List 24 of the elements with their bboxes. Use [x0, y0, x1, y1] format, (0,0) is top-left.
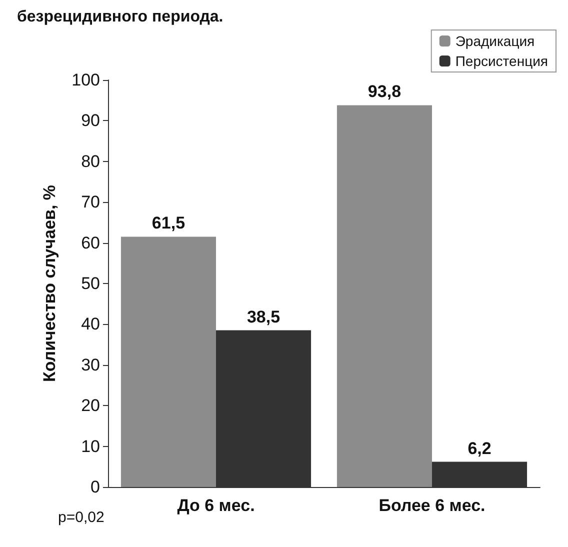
- y-tick-label: 100: [72, 70, 100, 90]
- y-tick-label: 60: [81, 233, 100, 252]
- y-tick-label: 90: [81, 111, 100, 130]
- y-tick-label: 70: [81, 192, 100, 212]
- y-tick-label: 0: [90, 478, 100, 496]
- y-tick-label: 10: [81, 436, 100, 456]
- y-tick-label: 30: [81, 355, 100, 374]
- x-tick-label: До 6 мес.: [177, 496, 255, 515]
- x-tick-label: Более 6 мес.: [378, 496, 486, 515]
- data-label: 38,5: [246, 307, 280, 326]
- y-axis-title: Количество случаев, %: [40, 184, 59, 382]
- bar: [336, 105, 432, 487]
- data-label: 93,8: [368, 82, 402, 102]
- data-label: 6,2: [468, 438, 492, 458]
- legend-label: Персистенция: [455, 53, 548, 69]
- y-tick-label: 80: [81, 152, 100, 171]
- text: p=0,02: [58, 509, 104, 526]
- y-tick-label: 20: [81, 396, 100, 416]
- chart-title: безрецидивного периода.: [17, 8, 224, 26]
- data-label: 61,5: [152, 214, 186, 233]
- bar: [120, 236, 216, 487]
- legend-label: Эрадикация: [455, 33, 535, 49]
- y-tick-label: 50: [81, 274, 100, 293]
- y-tick-label: 40: [81, 314, 100, 334]
